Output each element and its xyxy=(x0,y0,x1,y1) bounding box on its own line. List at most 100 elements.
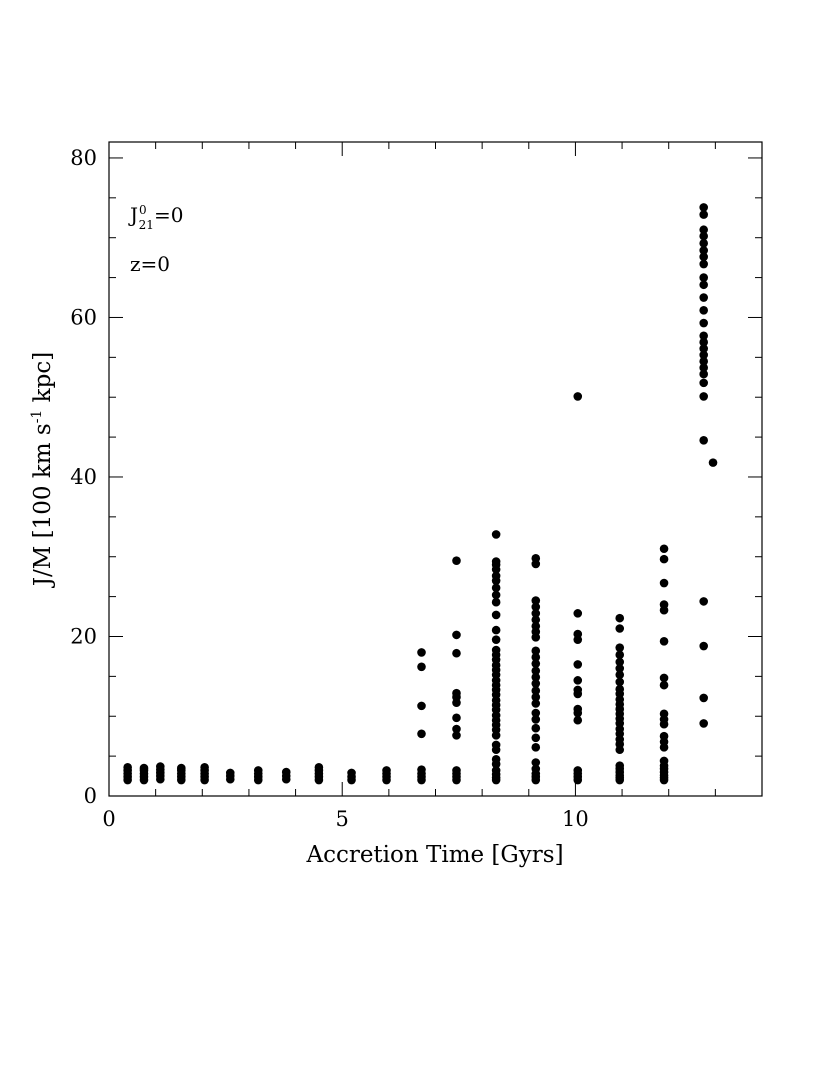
data-point xyxy=(699,210,708,219)
x-tick-label: 0 xyxy=(102,807,115,831)
data-point xyxy=(531,666,541,676)
data-point xyxy=(531,692,541,702)
data-point xyxy=(452,766,461,775)
data-point xyxy=(708,458,718,467)
data-point xyxy=(699,273,708,282)
data-point xyxy=(699,435,708,445)
data-point xyxy=(452,731,461,740)
data-point xyxy=(452,648,461,658)
data-point xyxy=(491,557,501,566)
data-point xyxy=(491,635,501,644)
data-point xyxy=(573,676,583,685)
data-point xyxy=(531,615,541,625)
data-point xyxy=(531,621,541,631)
data-point xyxy=(699,693,708,703)
data-point xyxy=(699,392,708,401)
axis-ticks xyxy=(108,142,763,797)
x-tick-label: 5 xyxy=(336,807,349,831)
data-point xyxy=(699,719,708,728)
data-point xyxy=(573,660,583,669)
data-point xyxy=(699,246,708,255)
data-point xyxy=(699,252,708,262)
data-point xyxy=(699,225,708,235)
data-point xyxy=(659,673,669,683)
data-point xyxy=(531,596,541,605)
data-point xyxy=(491,530,501,539)
data-point xyxy=(699,231,708,241)
data-point xyxy=(531,686,541,696)
data-point xyxy=(699,363,708,373)
data-point xyxy=(699,369,708,379)
data-point xyxy=(615,643,625,652)
data-point xyxy=(176,763,186,773)
data-point xyxy=(531,646,541,656)
data-point xyxy=(699,337,708,347)
data-point xyxy=(225,768,235,778)
y-tick-label: 80 xyxy=(70,146,97,170)
data-point xyxy=(615,657,625,667)
data-point xyxy=(531,733,541,743)
data-point xyxy=(573,766,583,775)
data-point xyxy=(531,758,541,767)
data-point xyxy=(452,556,461,566)
data-point xyxy=(452,630,461,640)
data-point xyxy=(659,731,669,741)
y-tick-label: 0 xyxy=(84,784,97,808)
data-point xyxy=(491,740,501,750)
data-point xyxy=(659,600,669,609)
data-point xyxy=(615,664,625,673)
annotation-j21: J0 21=0 xyxy=(128,203,183,232)
data-point xyxy=(417,648,426,657)
data-point xyxy=(699,378,708,388)
data-point xyxy=(699,350,708,360)
data-point xyxy=(281,767,291,777)
data-point xyxy=(615,670,625,680)
data-point xyxy=(200,762,209,772)
data-point xyxy=(417,729,426,739)
data-point xyxy=(491,590,501,600)
plot-frame xyxy=(108,141,763,797)
data-point xyxy=(659,756,669,766)
data-point xyxy=(699,203,708,212)
data-point xyxy=(615,684,625,694)
data-point xyxy=(659,578,669,588)
data-point xyxy=(452,688,461,698)
data-point xyxy=(699,344,708,353)
data-point xyxy=(123,762,132,772)
data-point xyxy=(615,613,625,623)
data-point xyxy=(573,629,583,639)
data-point xyxy=(573,715,583,725)
y-tick-label: 40 xyxy=(70,465,97,489)
data-point xyxy=(615,624,625,633)
data-point xyxy=(573,704,583,714)
data-point xyxy=(573,685,583,695)
data-point xyxy=(531,679,541,688)
data-point xyxy=(699,597,708,606)
data-point xyxy=(531,743,541,752)
data-point xyxy=(139,763,149,773)
annotation-redshift: z=0 xyxy=(130,252,170,276)
data-point xyxy=(531,609,541,618)
data-point xyxy=(659,636,669,646)
data-point xyxy=(253,766,263,775)
data-point xyxy=(382,766,391,775)
axis-tick-labels: 0 5 10 0 20 40 60 80 xyxy=(70,146,589,831)
data-point xyxy=(531,554,541,563)
data-point xyxy=(491,583,501,593)
data-point xyxy=(573,392,583,401)
data-point xyxy=(573,609,583,618)
data-point xyxy=(699,318,708,328)
data-point xyxy=(452,724,461,734)
data-point xyxy=(347,768,356,778)
data-point xyxy=(699,305,708,315)
data-point xyxy=(659,544,669,554)
data-point xyxy=(491,571,501,581)
data-point xyxy=(531,602,541,612)
data-point xyxy=(491,766,501,775)
data-point xyxy=(491,610,501,620)
data-point xyxy=(417,662,426,672)
data-point xyxy=(531,659,541,668)
data-point xyxy=(699,238,708,248)
data-point xyxy=(699,259,708,269)
